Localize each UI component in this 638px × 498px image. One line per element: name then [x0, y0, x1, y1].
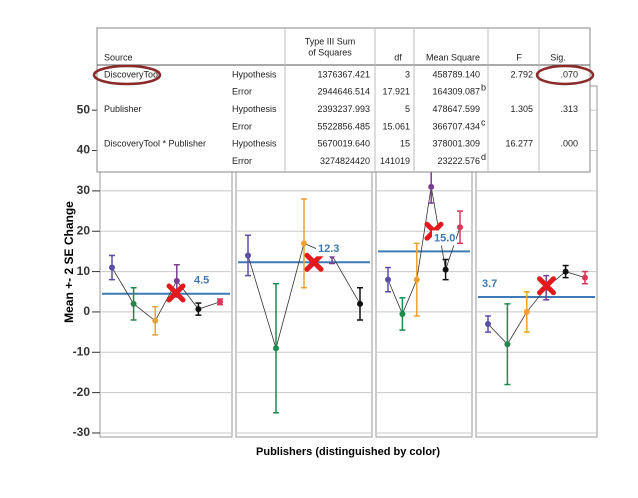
table-header: Mean Square	[426, 52, 480, 62]
y-tick-label: -10	[73, 344, 91, 358]
mean-label: 3.7	[482, 278, 497, 290]
point	[428, 183, 435, 190]
table-bg	[96, 27, 591, 173]
point	[385, 276, 391, 283]
table-cell: 15.061	[382, 121, 410, 131]
table-cell: .313	[560, 104, 578, 114]
table-cell: 141019	[380, 156, 410, 166]
point	[357, 300, 363, 307]
mean-label-bg	[316, 241, 340, 257]
table-cell: .070	[560, 69, 578, 79]
y-tick-label: 50	[77, 102, 91, 116]
table-cell: DiscoveryTool	[104, 69, 160, 79]
table-cell: Publisher	[104, 104, 142, 114]
superscript: d	[481, 152, 486, 162]
point	[109, 264, 115, 271]
point	[130, 300, 137, 307]
point	[195, 306, 202, 313]
y-tick-label: 0	[83, 304, 90, 318]
table-cell: Error	[232, 87, 252, 97]
table-cell: 2944646.514	[317, 87, 370, 97]
connect-line	[111, 267, 221, 322]
point	[273, 345, 279, 352]
x-marker	[537, 276, 556, 296]
table-cell: 5670019.640	[317, 139, 370, 149]
table-cell: 2.792	[510, 69, 533, 79]
table-header: F	[516, 52, 522, 62]
point	[485, 321, 491, 328]
y-tick-label: -30	[73, 425, 91, 439]
mean-label-bg	[480, 276, 504, 292]
table-cell: 164309.087	[432, 87, 480, 97]
point	[413, 276, 420, 283]
point	[442, 266, 449, 273]
highlight	[535, 64, 595, 86]
table-header: Source	[104, 52, 133, 62]
table-cell: 1.305	[510, 104, 533, 114]
point	[504, 341, 511, 348]
connect-line	[387, 186, 461, 315]
table-cell: 1376367.421	[317, 69, 370, 79]
table-cell: Error	[232, 121, 252, 131]
mean-label: 15.0	[434, 232, 455, 244]
point	[217, 298, 223, 305]
point	[523, 308, 530, 315]
point	[173, 277, 180, 284]
table-cell: 458789.140	[432, 69, 480, 79]
y-tick-label: 20	[77, 223, 91, 237]
table-cell: Hypothesis	[232, 104, 277, 114]
mean-label-bg	[192, 272, 216, 288]
table-header: of Squares	[308, 47, 352, 57]
mean-label: 12.3	[318, 243, 339, 255]
table-header: df	[394, 52, 402, 62]
table-cell: 15	[400, 139, 410, 149]
point	[399, 310, 406, 317]
superscript: c	[481, 117, 486, 127]
table-cell: .000	[560, 139, 578, 149]
y-axis-label: Mean +- 2 SE Change	[62, 201, 76, 323]
table-cell: 5	[405, 104, 410, 114]
panel-marks	[238, 198, 370, 414]
table-cell: 17.921	[382, 87, 410, 97]
table-cell: 5522856.485	[317, 121, 370, 131]
table-cell: Hypothesis	[232, 69, 277, 79]
x-marker	[304, 252, 324, 272]
y-tick-label: -20	[73, 385, 91, 399]
x-marker	[166, 283, 186, 303]
table-cell: 478647.599	[432, 104, 480, 114]
superscript: b	[481, 83, 486, 93]
table-cell: DiscoveryTool * Publisher	[104, 139, 206, 149]
mean-label-bg	[432, 230, 456, 246]
table-cell: 3274824420	[320, 156, 370, 166]
table-cell: Error	[232, 156, 252, 166]
table-header: Type III Sum	[305, 36, 356, 46]
y-tick-label: 40	[77, 143, 91, 157]
table-cell: 378001.309	[432, 139, 480, 149]
y-tick-label: 10	[77, 264, 91, 278]
point	[582, 274, 588, 281]
table-header: Sig.	[550, 52, 566, 62]
table-cell: 23222.576	[437, 156, 480, 166]
table-cell: 2393237.993	[317, 104, 370, 114]
mean-label: 4.5	[194, 275, 209, 287]
table-cell: 16.277	[505, 139, 533, 149]
point	[562, 268, 569, 275]
x-axis-label: Publishers (distinguished by color)	[256, 446, 440, 458]
table-cell: 3	[405, 69, 410, 79]
point	[152, 317, 159, 324]
table-cell: Hypothesis	[232, 139, 277, 149]
table-cell: 366707.434	[432, 121, 480, 131]
y-tick-label: 30	[77, 183, 91, 197]
point	[457, 224, 463, 231]
connect-line	[487, 271, 586, 345]
highlight	[92, 64, 162, 86]
point	[301, 240, 307, 247]
point	[245, 252, 251, 259]
panel-marks	[102, 254, 230, 336]
